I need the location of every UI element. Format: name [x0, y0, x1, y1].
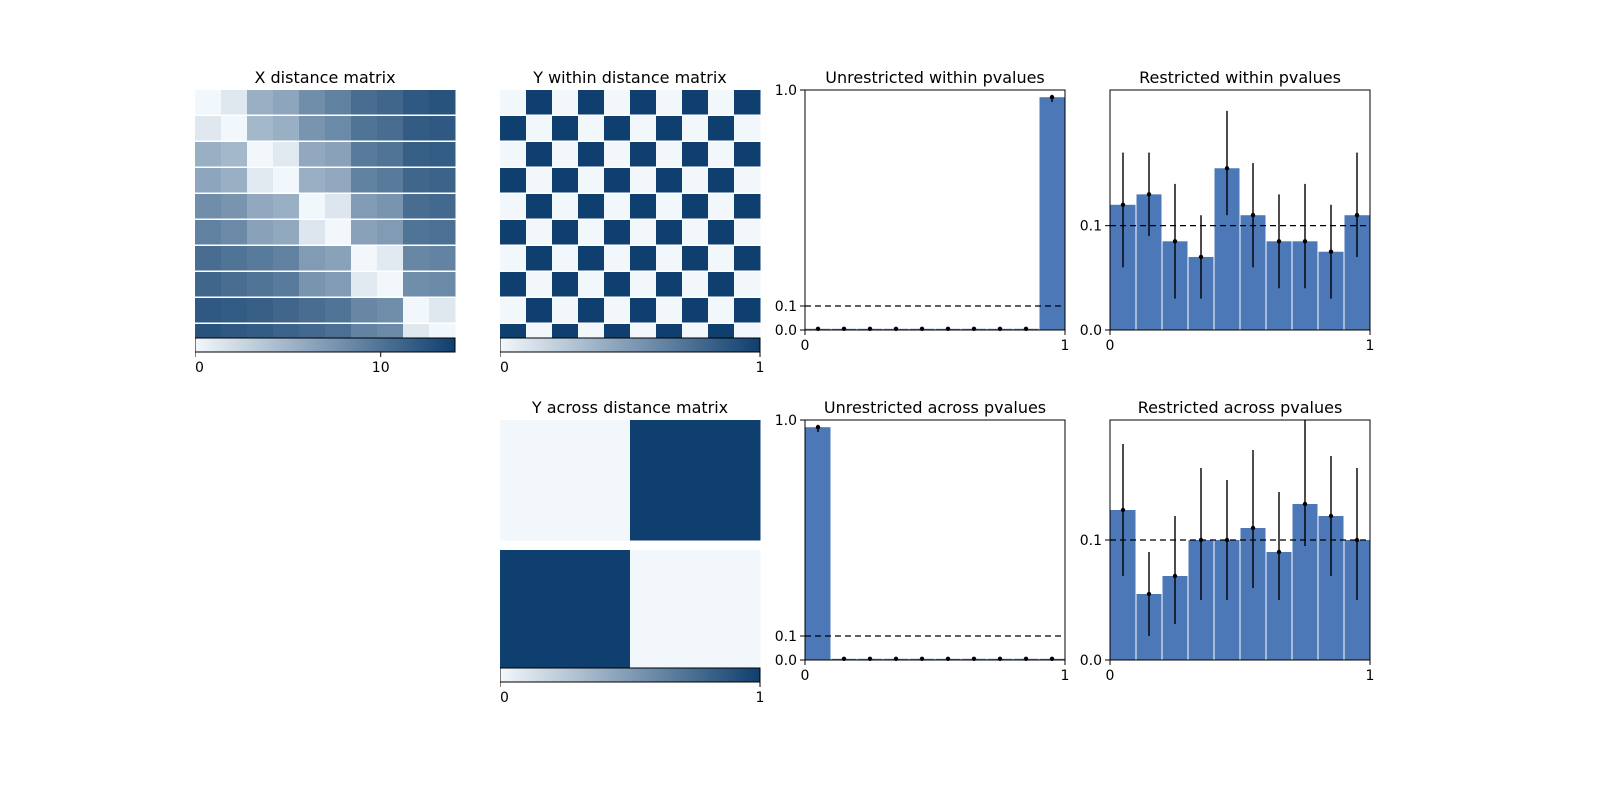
svg-text:0: 0	[801, 668, 810, 684]
svg-text:0.0: 0.0	[1080, 653, 1102, 669]
svg-text:0: 0	[500, 690, 509, 706]
svg-text:0: 0	[195, 360, 204, 376]
svg-text:1: 1	[1366, 338, 1375, 354]
svg-text:0.1: 0.1	[1080, 533, 1102, 549]
svg-text:0.0: 0.0	[1080, 323, 1102, 339]
svg-text:0.0: 0.0	[775, 323, 797, 339]
histogram-panel: Restricted within pvalues0.00.101	[1068, 84, 1376, 356]
panel-title: Unrestricted within pvalues	[805, 68, 1065, 87]
svg-text:1.0: 1.0	[775, 84, 797, 99]
heatmap-panel: Y within distance matrix01	[500, 90, 766, 390]
svg-text:1: 1	[1366, 668, 1375, 684]
svg-text:0.0: 0.0	[775, 653, 797, 669]
panel-title: Restricted across pvalues	[1110, 398, 1370, 417]
svg-text:10: 10	[372, 360, 390, 376]
histogram-panel: Unrestricted within pvalues0.00.11.001	[763, 84, 1071, 356]
svg-text:0: 0	[500, 360, 509, 376]
svg-text:0: 0	[1106, 668, 1115, 684]
panel-title: Unrestricted across pvalues	[805, 398, 1065, 417]
svg-text:0: 0	[801, 338, 810, 354]
svg-text:0.1: 0.1	[775, 299, 797, 315]
svg-text:0.1: 0.1	[1080, 219, 1102, 235]
histogram-panel: Unrestricted across pvalues0.00.11.001	[763, 414, 1071, 686]
histogram-panel: Restricted across pvalues0.00.101	[1068, 414, 1376, 686]
svg-text:0: 0	[1106, 338, 1115, 354]
panel-title: Y within distance matrix	[500, 68, 760, 87]
panel-title: Y across distance matrix	[500, 398, 760, 417]
panel-title: Restricted within pvalues	[1110, 68, 1370, 87]
heatmap-panel: X distance matrix010	[195, 90, 461, 390]
svg-text:1.0: 1.0	[775, 414, 797, 429]
svg-text:1: 1	[756, 690, 765, 706]
panel-title: X distance matrix	[195, 68, 455, 87]
svg-text:0.1: 0.1	[775, 629, 797, 645]
svg-text:1: 1	[756, 360, 765, 376]
heatmap-panel: Y across distance matrix01	[500, 420, 766, 720]
